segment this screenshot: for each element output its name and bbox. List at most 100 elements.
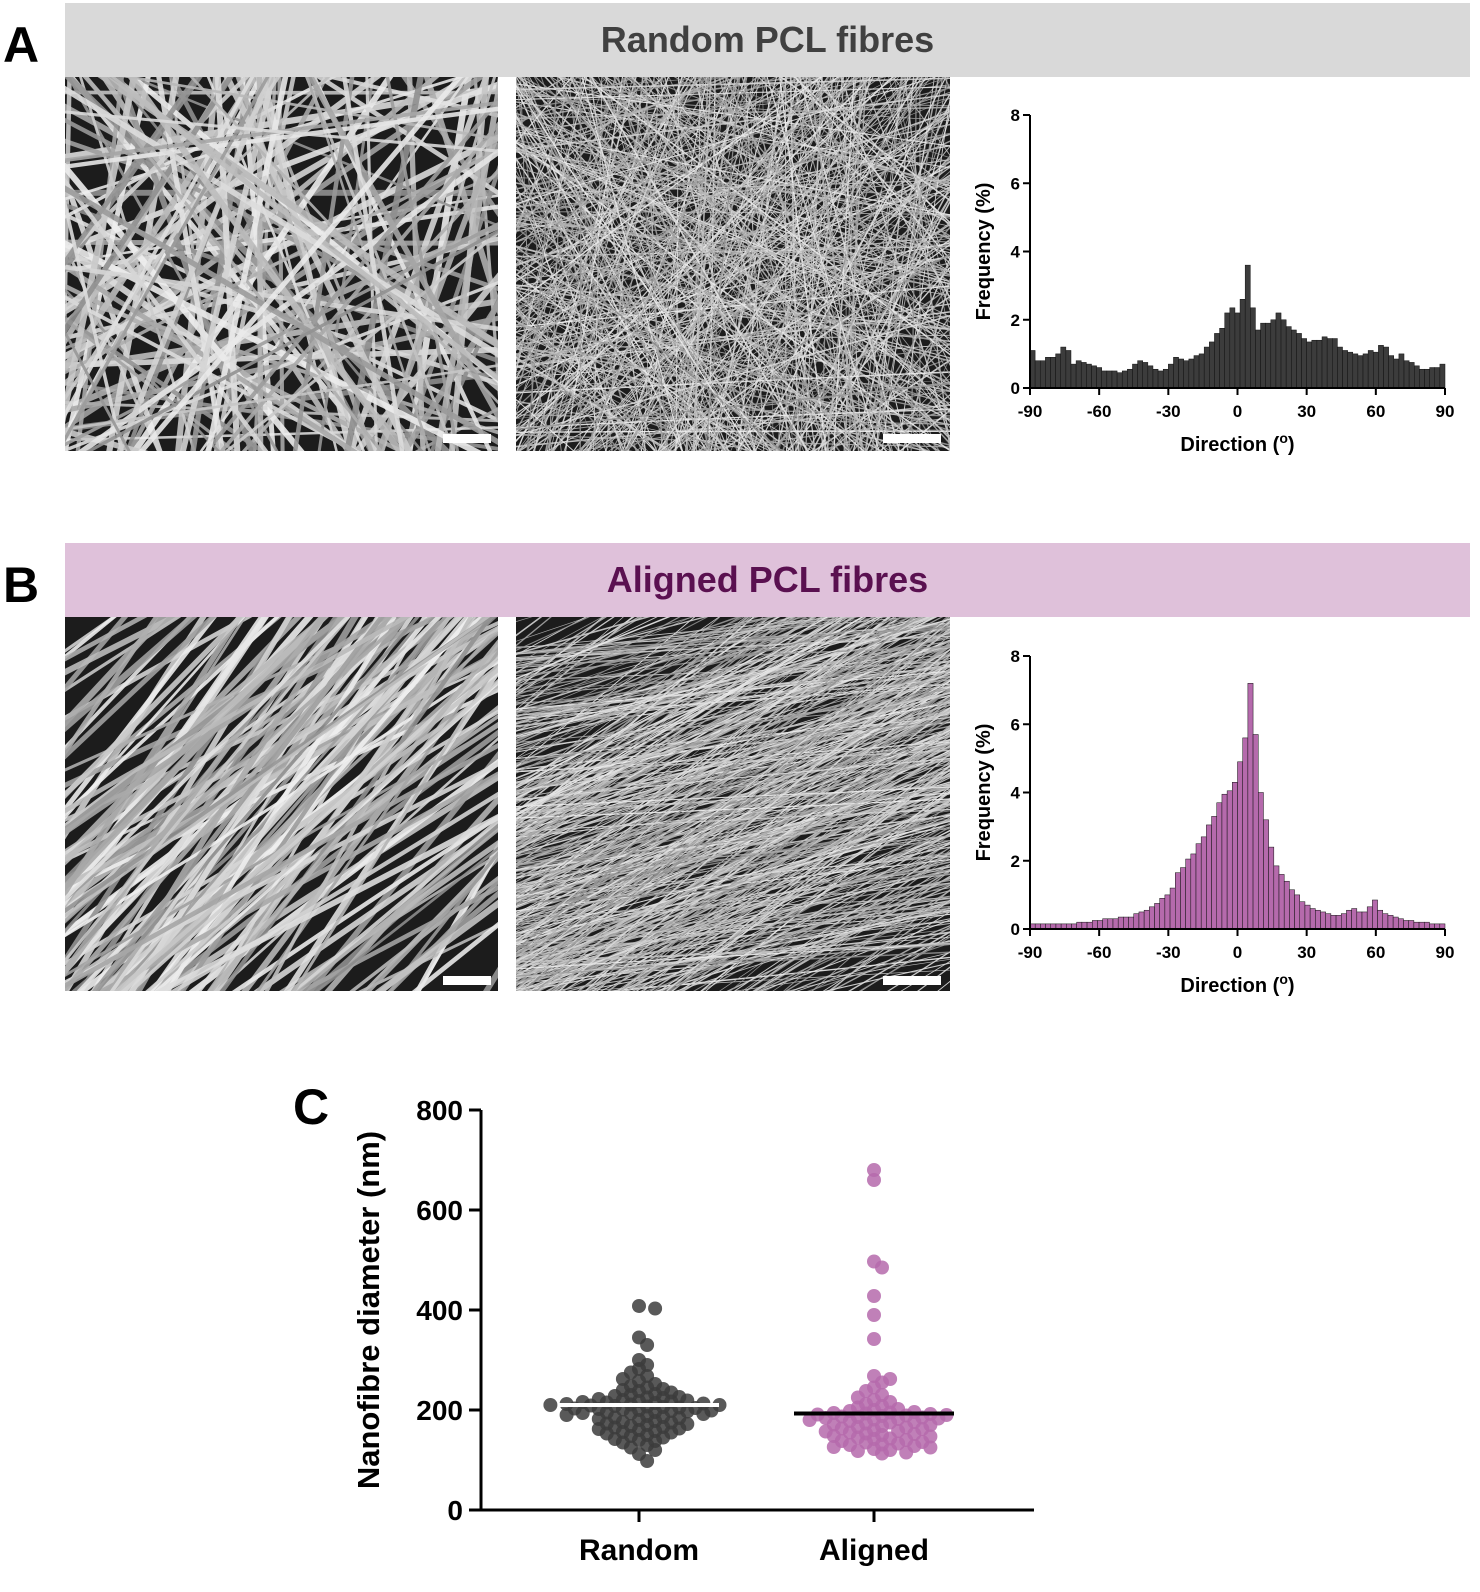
histogram-bar xyxy=(1299,901,1306,930)
banner-aligned-pcl-fibres: Aligned PCL fibres xyxy=(65,543,1470,617)
banner-random-pcl-fibres: Random PCL fibres xyxy=(65,3,1470,77)
histogram-bar xyxy=(1154,903,1160,930)
sem-image-random-low-mag xyxy=(65,77,498,451)
y-tick-label: 2 xyxy=(1011,852,1020,871)
histogram-bar xyxy=(1175,872,1181,930)
y-tick-label: 400 xyxy=(416,1295,463,1326)
x-tick-label: -60 xyxy=(1087,402,1112,421)
histogram-bar xyxy=(1116,372,1123,389)
histogram-bar xyxy=(1164,894,1171,930)
data-point xyxy=(867,1308,881,1322)
histogram-bar xyxy=(1190,853,1197,930)
scale-bar xyxy=(443,434,491,443)
y-tick-label: 6 xyxy=(1011,715,1020,734)
histogram-bar xyxy=(1226,790,1233,930)
x-tick-label: 30 xyxy=(1297,943,1316,962)
histogram-bar xyxy=(1351,908,1358,930)
histogram-bar xyxy=(1250,307,1256,389)
y-axis-label: Frequency (%) xyxy=(973,724,995,862)
histogram-bar xyxy=(1128,916,1134,930)
histogram-bar xyxy=(1183,360,1190,389)
x-category-label: Aligned xyxy=(819,1534,929,1567)
histogram-bar xyxy=(1127,368,1133,389)
histogram-bar xyxy=(1040,360,1046,389)
histogram-bar xyxy=(1045,357,1051,389)
histogram-bar xyxy=(1200,836,1207,930)
x-axis-label: Direction (o) xyxy=(1180,430,1294,456)
histogram-bar xyxy=(1237,761,1243,930)
panel-letter-c: C xyxy=(293,1079,330,1135)
histogram-bar xyxy=(1173,357,1179,389)
histogram-bar xyxy=(1138,911,1145,930)
y-tick-label: 600 xyxy=(416,1195,463,1226)
x-tick-label: -90 xyxy=(1018,943,1043,962)
histogram-bar xyxy=(1341,913,1347,930)
histogram-bar xyxy=(1232,782,1238,930)
y-tick-label: 0 xyxy=(1011,379,1020,398)
histogram-bar xyxy=(1326,338,1333,389)
panel-letter-a: A xyxy=(3,17,40,73)
data-point xyxy=(875,1260,889,1275)
histogram-bar xyxy=(1229,307,1236,389)
data-point xyxy=(923,1440,938,1455)
histogram-bar xyxy=(1414,365,1420,389)
x-tick-label: -90 xyxy=(1018,402,1043,421)
histogram-bar xyxy=(1306,341,1313,389)
histogram-bar xyxy=(1403,920,1409,930)
histogram-bar xyxy=(1168,363,1174,389)
histogram-bar xyxy=(1418,921,1425,930)
histogram-bar xyxy=(1301,338,1307,389)
histogram-bar xyxy=(1439,363,1446,389)
scale-bar xyxy=(883,434,941,443)
histogram-bar xyxy=(1263,819,1269,930)
histogram-bar xyxy=(1242,737,1249,930)
histogram-bar xyxy=(1198,353,1205,389)
histogram-bar xyxy=(1408,920,1415,930)
data-point xyxy=(867,1173,881,1187)
y-tick-label: 4 xyxy=(1011,243,1021,262)
histogram-bar xyxy=(1361,911,1368,930)
histogram-bar xyxy=(1304,904,1311,930)
histogram-bar xyxy=(1252,734,1259,930)
histogram-bar xyxy=(1188,358,1195,389)
histogram-bar xyxy=(1352,353,1359,389)
scatter-nanofibre-diameter: 0 200 400 600 800 Random Aligned Nanofibre diam… xyxy=(351,1095,1034,1567)
histogram-bar xyxy=(1178,358,1184,389)
x-category-label: Random xyxy=(579,1534,699,1567)
histogram-bar xyxy=(1260,322,1266,389)
histogram-bar xyxy=(1383,346,1389,389)
y-axis-label: Nanofibre diameter (nm) xyxy=(351,1131,386,1489)
data-point xyxy=(632,1299,646,1313)
histogram-bar xyxy=(1434,367,1441,389)
histogram-bar xyxy=(1330,915,1337,930)
histogram-bar xyxy=(1258,792,1264,930)
histogram-bar xyxy=(1387,915,1394,930)
histogram-bar xyxy=(1398,353,1405,389)
histogram-bar xyxy=(1296,333,1302,389)
x-tick-label: 0 xyxy=(1233,943,1242,962)
histogram-bar xyxy=(1086,921,1093,930)
data-point xyxy=(648,1443,663,1457)
histogram-bar xyxy=(1239,299,1246,389)
histogram-aligned-direction: 0 2 4 6 8 -90 -60 -30 0 30 60 90 Direction (o) Freque… xyxy=(973,647,1454,997)
y-tick-label: 8 xyxy=(1011,647,1020,666)
y-tick-label: 200 xyxy=(416,1395,463,1426)
histogram-bar xyxy=(1373,351,1379,389)
data-point xyxy=(640,1338,655,1352)
sem-image-aligned-low-mag xyxy=(65,617,498,991)
y-tick-label: 8 xyxy=(1011,106,1020,125)
histogram-bar xyxy=(1268,846,1275,930)
histogram-bar xyxy=(1075,360,1082,389)
histogram-bar xyxy=(1265,322,1272,389)
histogram-bar xyxy=(1275,312,1282,389)
scale-bar xyxy=(883,976,941,985)
histogram-bar xyxy=(1342,350,1348,389)
histogram-bar xyxy=(1424,368,1430,389)
x-tick-label: 30 xyxy=(1297,402,1316,421)
histogram-bar xyxy=(1096,367,1102,389)
histogram-bar xyxy=(1106,370,1113,389)
histogram-random-direction: 0 2 4 6 8 -90 -60 -30 0 30 60 90 Direction (o) Freque… xyxy=(973,106,1454,456)
histogram-bar xyxy=(1280,319,1287,389)
histogram-bar xyxy=(1081,921,1088,930)
histogram-bar xyxy=(1346,909,1352,930)
